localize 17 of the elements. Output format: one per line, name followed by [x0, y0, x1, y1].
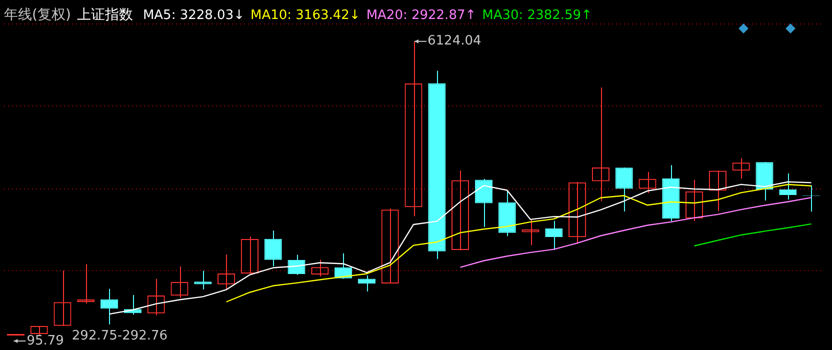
chart-subtitle: 上证指数 — [76, 6, 133, 24]
annotation: 292.75-292.76 — [72, 328, 168, 344]
candlestick — [264, 230, 282, 267]
text: MA30: 2382.59↑ — [482, 8, 592, 22]
candlestick — [474, 178, 492, 228]
annotation: 6124.04 — [428, 34, 482, 49]
candlestick — [100, 288, 118, 325]
text: MA5: 3228.03↓ — [142, 8, 244, 22]
candlestick — [545, 220, 563, 250]
candlestick — [779, 172, 797, 200]
candlestick — [358, 274, 376, 292]
text: MA20: 2922.87↑ — [366, 8, 476, 22]
candlestick — [615, 167, 633, 212]
candlestick — [194, 270, 212, 290]
annotation: 95.79 — [26, 333, 64, 348]
text: MA10: 3163.42↓ — [250, 8, 360, 22]
chart-title: 年线(复权) — [4, 6, 71, 24]
